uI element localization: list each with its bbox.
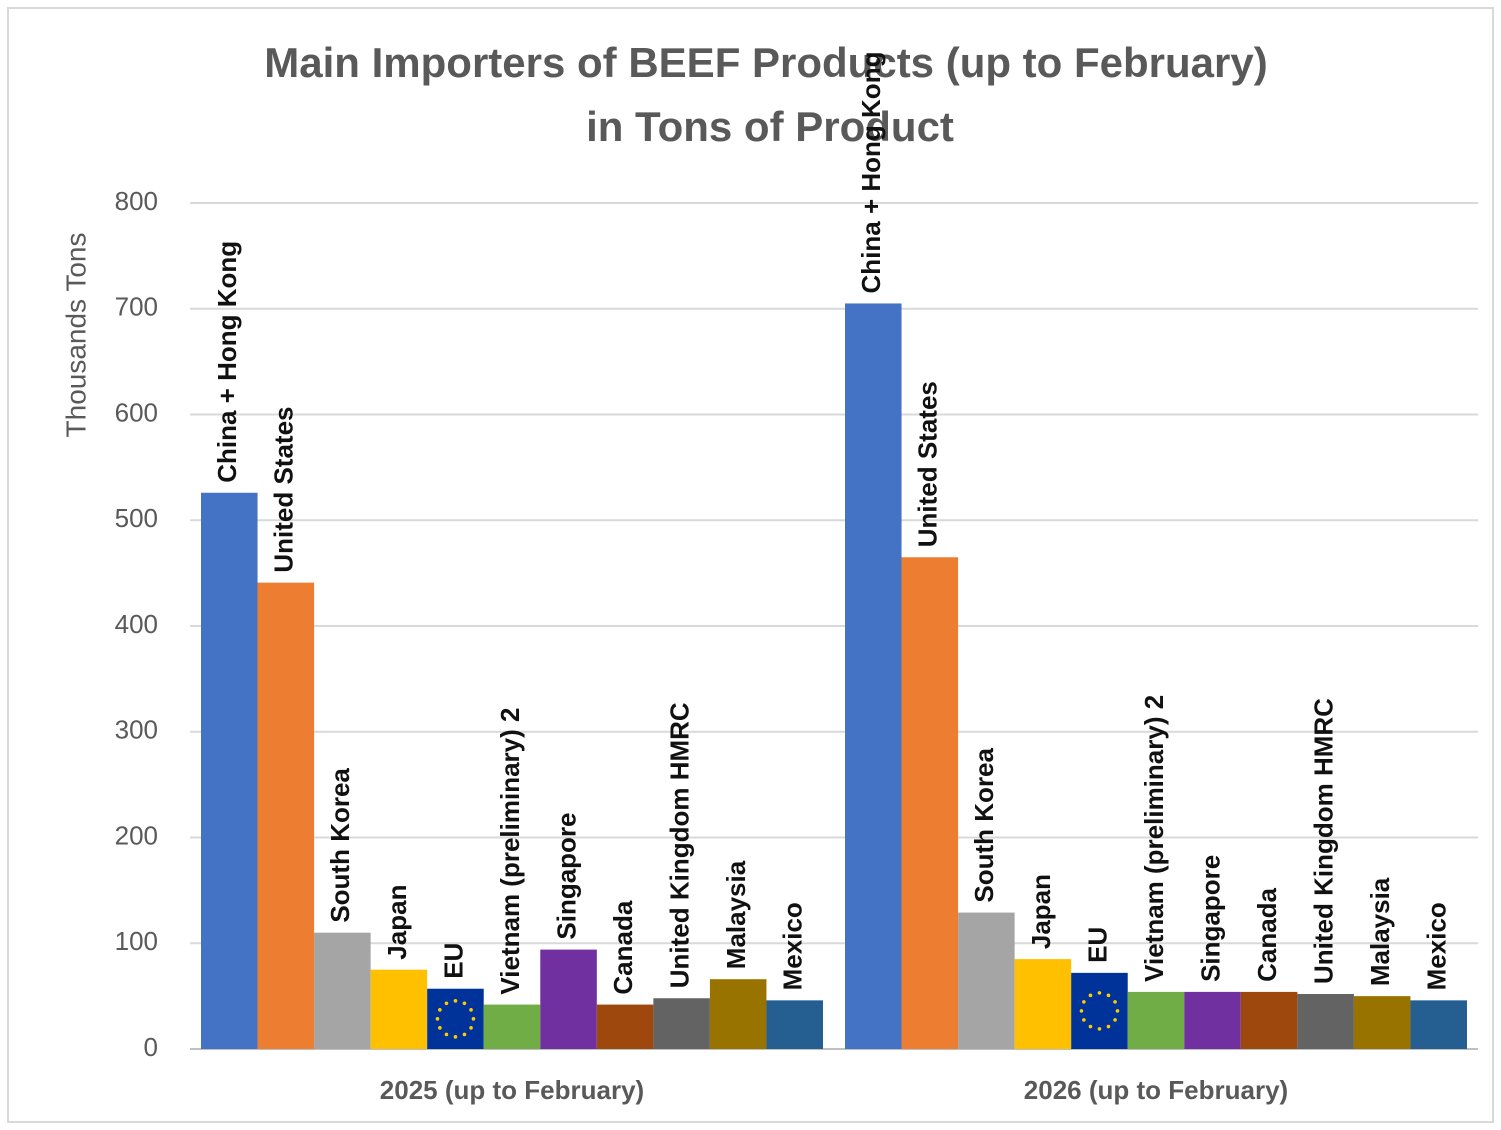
bar-label: United States [913, 381, 943, 547]
y-tick-label: 700 [115, 292, 158, 322]
bar-label: Japan [1026, 874, 1056, 949]
bar [1014, 959, 1072, 1049]
flag-star [438, 1008, 442, 1012]
y-axis-title: Thousands Tons [60, 233, 91, 438]
bar-label: Mexico [778, 902, 808, 990]
y-tick-label: 800 [115, 186, 158, 216]
chart-title: Main Importers of BEEF Products (up to F… [264, 39, 1267, 86]
bar [1297, 994, 1354, 1049]
bar-label: China + Hong Kong [856, 52, 886, 294]
flag-star [453, 1035, 458, 1039]
x-tick-label: 2026 (up to February) [1024, 1075, 1288, 1105]
bar [1184, 991, 1241, 1049]
bar-label: United States [269, 406, 299, 572]
flag-star [435, 1017, 440, 1021]
bar-label: Vietnam (preliminary) 2 [1139, 695, 1169, 982]
flag-star [1079, 1009, 1084, 1013]
bar [958, 912, 1015, 1049]
bar-label: South Korea [325, 768, 355, 923]
y-tick-label: 200 [115, 820, 158, 850]
chart-title: in Tons of Product [586, 103, 954, 150]
bar [1353, 996, 1411, 1049]
bar [370, 969, 428, 1049]
bar-label: Singapore [1195, 855, 1225, 982]
bar-label: EU [1082, 927, 1112, 963]
bar [257, 582, 315, 1049]
flag-star [1115, 1009, 1120, 1013]
flag-star [1097, 1027, 1102, 1031]
bar [653, 998, 710, 1049]
y-tick-label: 0 [144, 1032, 158, 1062]
flag-star [1088, 993, 1093, 998]
flag-star [462, 1032, 467, 1037]
flag-star [1106, 993, 1111, 998]
bar-label: Malaysia [1365, 877, 1395, 986]
bar [483, 1004, 541, 1049]
bar [901, 557, 959, 1049]
y-tick-label: 400 [115, 609, 158, 639]
bar-label: EU [438, 943, 468, 979]
bar [201, 492, 258, 1049]
bar-label: South Korea [969, 747, 999, 902]
flag-star [469, 1008, 473, 1012]
bar [1410, 1000, 1467, 1049]
bar-label: Singapore [551, 812, 581, 939]
bar-label: Japan [382, 885, 412, 960]
bar-label: Vietnam (preliminary) 2 [495, 708, 525, 995]
flag-star [1113, 1000, 1117, 1004]
bar [845, 303, 902, 1049]
flag-star [1082, 1018, 1086, 1022]
bar [314, 932, 371, 1049]
y-tick-label: 500 [115, 503, 158, 533]
flag-star [444, 1032, 449, 1037]
bar [709, 979, 767, 1049]
bar [596, 1004, 654, 1049]
y-tick-label: 600 [115, 397, 158, 427]
bar-label: Malaysia [721, 860, 751, 969]
bar-label: Canada [1252, 887, 1282, 981]
bar-label: Mexico [1422, 902, 1452, 990]
flag-star [469, 1026, 473, 1030]
y-tick-label: 300 [115, 715, 158, 745]
flag-star [444, 1001, 449, 1006]
flag-star [1082, 1000, 1086, 1004]
flag-star [1097, 991, 1102, 995]
flag-star [462, 1001, 467, 1006]
flag-star [453, 999, 458, 1003]
bar [1240, 991, 1298, 1049]
flag-star [1113, 1018, 1117, 1022]
bar-label: United Kingdom HMRC [665, 702, 695, 988]
flag-star [438, 1026, 442, 1030]
bar-label: China + Hong Kong [212, 241, 242, 483]
bar-label: Canada [608, 900, 638, 994]
x-tick-label: 2025 (up to February) [380, 1075, 644, 1105]
bar-label: United Kingdom HMRC [1309, 698, 1339, 984]
flag-star [1106, 1024, 1111, 1029]
bar [540, 949, 597, 1049]
flag-star [1088, 1024, 1093, 1029]
flag-star [471, 1017, 476, 1021]
y-tick-label: 100 [115, 926, 158, 956]
bar [766, 1000, 823, 1049]
bar [1127, 991, 1185, 1049]
